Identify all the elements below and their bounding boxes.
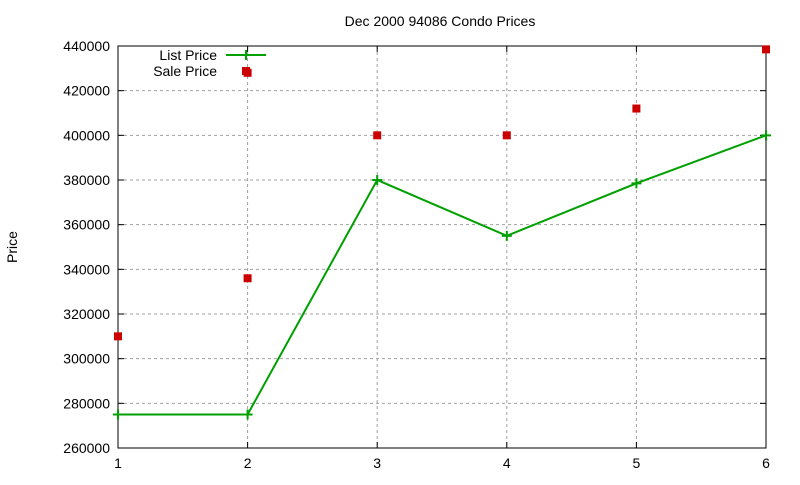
- y-tick-label: 440000: [63, 38, 110, 54]
- y-tick-label: 320000: [63, 306, 110, 322]
- legend-label-list-price: List Price: [159, 47, 217, 63]
- y-tick-label: 380000: [63, 172, 110, 188]
- list-price-point: [761, 130, 771, 141]
- list-price-point: [501, 230, 512, 241]
- plot-border: [117, 45, 767, 449]
- y-tick-label: 340000: [63, 261, 110, 277]
- x-tick-label: 2: [244, 455, 252, 471]
- chart-title: Dec 2000 94086 Condo Prices: [345, 13, 536, 29]
- list-price-point: [113, 409, 123, 420]
- legend-marker-sale-price: [242, 67, 250, 75]
- y-axis-label: Price: [4, 231, 20, 263]
- series-layer: [113, 45, 771, 420]
- grid: [118, 46, 766, 448]
- legend-label-sale-price: Sale Price: [153, 63, 217, 79]
- sale-price-point: [762, 45, 770, 54]
- y-tick-label: 400000: [63, 127, 110, 143]
- list-price-point: [631, 178, 642, 189]
- sale-price-point: [243, 274, 252, 283]
- y-tick-label: 280000: [63, 395, 110, 411]
- legend: List Price Sale Price: [153, 47, 266, 79]
- y-tick-label: 420000: [63, 83, 110, 99]
- x-tick-label: 4: [503, 455, 511, 471]
- sale-price-point: [114, 332, 122, 341]
- sale-price-point: [373, 131, 382, 140]
- y-tick-label: 260000: [63, 440, 110, 456]
- x-tick-label: 5: [633, 455, 641, 471]
- sale-price-point: [632, 104, 641, 113]
- y-tick-label: 360000: [63, 217, 110, 233]
- x-tick-label: 1: [114, 455, 122, 471]
- x-tick-label: 3: [373, 455, 381, 471]
- y-tick-label: 300000: [63, 351, 110, 367]
- sale-price-point: [502, 131, 511, 140]
- legend-marker-list-price: [241, 50, 251, 60]
- ticks: 260000 280000 300000 320000 340000 360000 3800…: [63, 38, 770, 471]
- x-tick-label: 6: [762, 455, 770, 471]
- list-price-line: [118, 134, 767, 416]
- list-price-point: [372, 175, 383, 185]
- list-price-point: [242, 409, 253, 420]
